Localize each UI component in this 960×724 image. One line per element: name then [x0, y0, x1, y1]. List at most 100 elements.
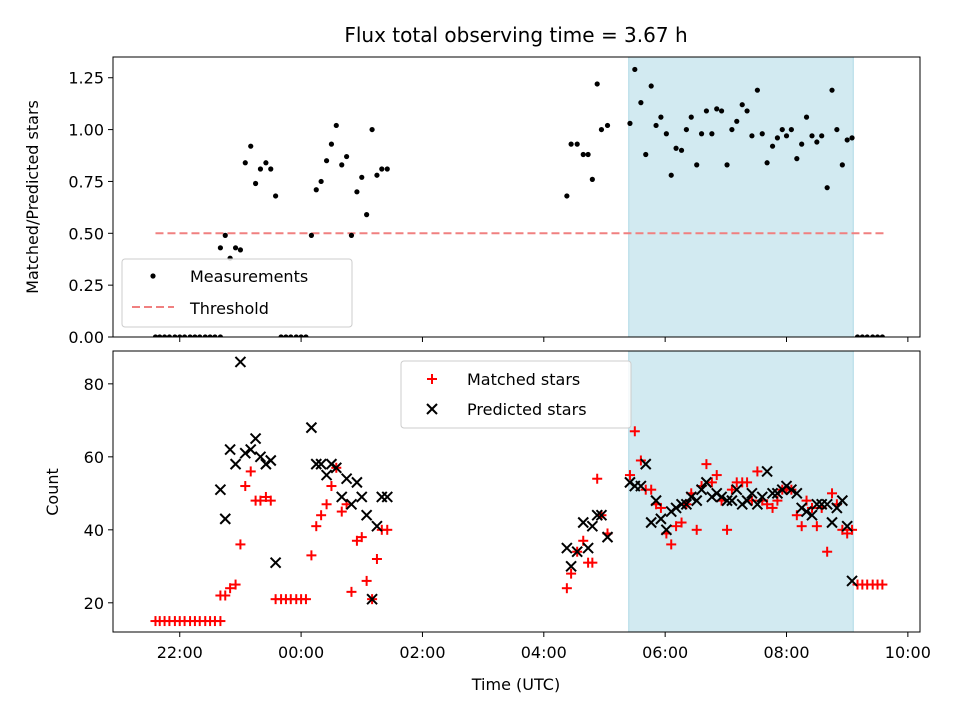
measurement-point: [739, 102, 745, 108]
x-tick-label: 10:00: [885, 643, 931, 662]
measurement-point: [668, 172, 674, 178]
predicted-point: [565, 560, 577, 573]
matched-point: [811, 521, 822, 532]
matched-point: [326, 481, 337, 492]
measurement-point: [192, 334, 198, 337]
measurement-point: [384, 166, 390, 172]
measurement-point: [333, 122, 339, 129]
measurement-point: [232, 245, 239, 251]
measurement-point: [709, 131, 715, 137]
measurement-point: [834, 126, 840, 133]
predicted-point: [721, 494, 733, 507]
measurement-point: [217, 245, 223, 251]
y-tick-label: 0.25: [68, 276, 104, 295]
data-layer: [152, 66, 885, 337]
measurement-point: [283, 334, 289, 337]
matched-point: [311, 521, 322, 532]
measurement-point: [568, 141, 574, 147]
observing-window-shade: [628, 350, 854, 633]
measurement-point: [764, 160, 770, 166]
predicted-point: [351, 476, 363, 489]
legend-measurements-label: Measurements: [190, 267, 308, 286]
matched-point: [592, 473, 603, 484]
legend-matched-label: Matched stars: [467, 370, 580, 389]
matched-point: [666, 539, 677, 550]
measurement-point: [879, 334, 885, 337]
measurement-point: [788, 126, 794, 133]
measurement-point: [187, 334, 193, 337]
y-tick-label: 0.00: [68, 328, 104, 347]
predicted-point: [836, 494, 849, 507]
measurement-point: [379, 166, 385, 172]
measurement-point: [348, 232, 355, 238]
predicted-point: [811, 498, 823, 510]
measurement-point: [643, 151, 649, 158]
predicted-point: [239, 447, 251, 459]
predicted-point: [761, 465, 773, 478]
predicted-point: [214, 483, 227, 496]
predicted-point: [219, 513, 231, 525]
measurement-point: [344, 153, 350, 160]
predicted-point: [655, 513, 667, 525]
measurement-point: [369, 126, 375, 133]
measurement-point: [638, 100, 644, 106]
legend-predicted-marker: [426, 403, 438, 415]
measurement-point: [374, 172, 380, 178]
measurement-point: [864, 334, 870, 337]
top-panel: 0.00 0.25 0.50 0.75 1.00 1.25 Measurements Thre…: [68, 56, 921, 347]
measurement-point: [237, 247, 244, 253]
measurement-point: [632, 66, 638, 73]
matched-point: [822, 546, 833, 557]
predicted-point: [234, 356, 247, 368]
y-tick-label: 20: [84, 594, 104, 613]
measurement-point: [242, 160, 248, 166]
measurement-point: [794, 156, 800, 162]
matched-point: [225, 583, 236, 594]
predicted-point: [800, 505, 813, 518]
measurement-point: [653, 122, 659, 129]
measurement-point: [849, 135, 855, 141]
measurement-point: [734, 118, 740, 124]
measurement-point: [604, 122, 611, 129]
matched-point: [371, 554, 382, 565]
measurement-point: [564, 193, 570, 199]
measurement-point: [774, 135, 781, 141]
predicted-point: [586, 520, 599, 532]
predicted-point: [846, 575, 858, 587]
measurement-point: [222, 232, 228, 238]
predicted-point: [751, 498, 764, 510]
predicted-point: [691, 494, 703, 507]
bottom-panel: 20 40 60 80 22:00 00:00 02:00 04:00 06:00 08:00 10…: [84, 350, 931, 662]
y-tick-label: 40: [84, 521, 104, 540]
matched-point: [382, 524, 393, 535]
predicted-point: [577, 516, 589, 529]
predicted-point: [741, 494, 753, 507]
legend-box: [121, 258, 353, 328]
matched-point: [827, 488, 838, 499]
matched-point: [245, 466, 256, 477]
measurement-point: [814, 139, 820, 145]
y-tick-label: 0.50: [68, 224, 104, 243]
legend-predicted-label: Predicted stars: [467, 400, 587, 419]
bottom-y-axis-label: Count: [43, 468, 62, 516]
matched-point: [671, 521, 682, 532]
measurement-point: [323, 158, 330, 164]
predicted-point: [330, 462, 342, 474]
predicted-point: [695, 483, 708, 496]
predicted-point: [356, 491, 368, 503]
matched-point: [767, 502, 778, 513]
predicted-point: [650, 494, 662, 507]
measurement-point: [202, 334, 208, 337]
predicted-point: [660, 524, 673, 536]
measurement-point: [754, 87, 760, 93]
matched-point: [321, 499, 332, 510]
predicted-point: [366, 593, 378, 605]
measurement-point: [688, 114, 694, 120]
measurement-point: [172, 334, 178, 337]
predicted-point: [371, 520, 383, 532]
measurement-point: [354, 189, 360, 195]
x-tick-label: 00:00: [278, 643, 324, 662]
measurement-point: [854, 334, 861, 337]
measurement-point: [859, 334, 865, 337]
